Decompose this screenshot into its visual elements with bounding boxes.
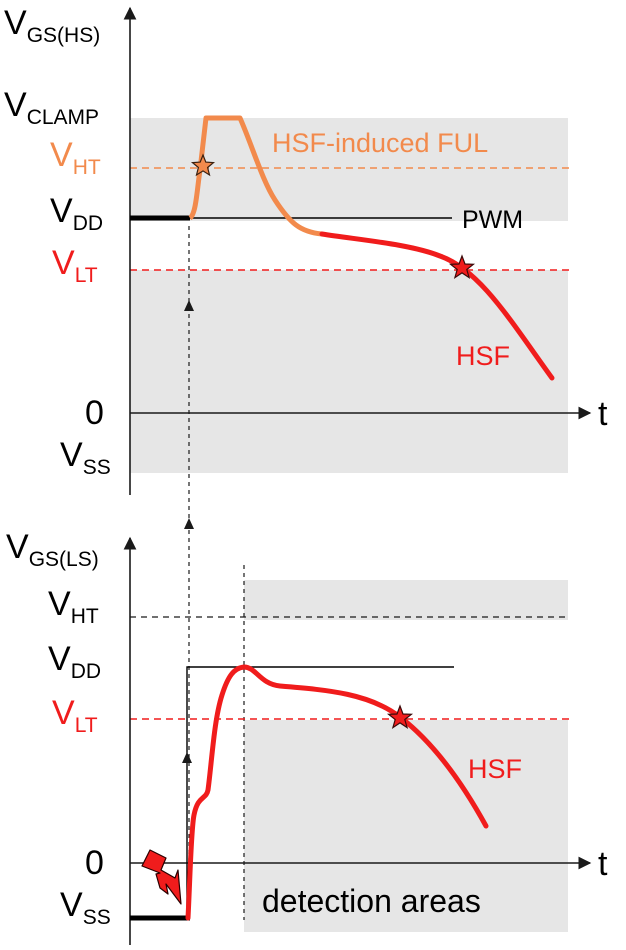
bottom-upper-detection-region — [244, 580, 568, 620]
bottom-hsf-annotation: HSF — [468, 754, 522, 784]
bottom-vht-label: VHT — [48, 585, 99, 628]
panel-connector — [184, 226, 194, 910]
detection-areas-annotation: detection areas — [262, 883, 481, 919]
top-hsf-waveform — [319, 231, 555, 381]
bottom-y-axis-label: VGS(LS) — [6, 528, 99, 571]
top-vlt-crossing-star — [448, 254, 476, 279]
top-vss-label: VSS — [60, 436, 111, 479]
top-vclamp-label: VCLAMP — [4, 86, 99, 129]
top-pwm-annotation: PWM — [462, 206, 523, 234]
bottom-vdd-label: VDD — [48, 640, 101, 683]
top-ful-annotation: HSF-induced FUL — [272, 128, 488, 158]
top-panel: VGS(HS) VCLAMP VHT VDD VLT 0 VSS t HSF-i… — [4, 4, 608, 495]
bottom-pwm-step — [186, 666, 454, 918]
top-zero-label: 0 — [85, 394, 104, 432]
bottom-vlt-label: VLT — [52, 694, 98, 737]
connector-arrow-middle — [184, 518, 194, 529]
bottom-lower-detection-region — [244, 720, 568, 932]
bottom-x-axis-label: t — [598, 845, 608, 883]
top-lower-detection-region — [130, 270, 568, 473]
top-vdd-label: VDD — [50, 192, 103, 235]
bottom-panel: VGS(LS) VHT VDD VLT 0 VSS t HSF detectio… — [6, 528, 608, 945]
bottom-zero-label: 0 — [85, 844, 104, 882]
top-y-axis-label: VGS(HS) — [4, 4, 100, 47]
top-x-axis-label: t — [598, 395, 608, 433]
connector-arrow-top — [184, 300, 194, 311]
bottom-vlt-crossing-star — [386, 704, 414, 729]
top-vht-label: VHT — [50, 136, 101, 179]
top-ful-waveform — [188, 115, 323, 237]
top-vht-crossing-star — [190, 153, 216, 177]
rise-arrow — [182, 752, 192, 763]
top-vlt-label: VLT — [52, 244, 98, 287]
fault-lightning-icon — [141, 849, 182, 905]
bottom-vss-label: VSS — [60, 886, 111, 929]
top-hsf-annotation: HSF — [456, 341, 510, 371]
